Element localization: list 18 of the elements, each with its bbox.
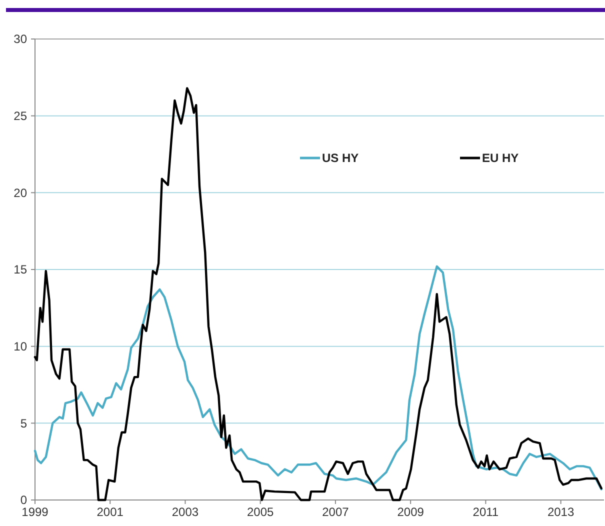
x-tick-label: 2001 [96,505,124,519]
x-tick-label: 1999 [22,505,49,519]
legend-label: US HY [322,151,359,166]
legend-label: EU HY [482,151,519,166]
line-series [34,265,602,490]
y-tick-label: 10 [14,340,28,354]
y-tick-label: 15 [14,262,28,277]
x-tick-label: 2013 [547,505,574,519]
y-tick-label: 30 [14,32,28,46]
x-tick-label: 2011 [472,505,499,519]
y-tick-label: 25 [14,109,28,124]
x-tick-label: 2009 [397,505,424,519]
x-tick-label: 2007 [322,505,350,519]
y-tick-label: 0 [20,493,28,508]
x-tick-label: 2003 [172,505,199,519]
y-tick-label: 5 [20,416,28,430]
y-tick-label: 20 [14,186,28,200]
x-tick-label: 2005 [246,505,274,519]
